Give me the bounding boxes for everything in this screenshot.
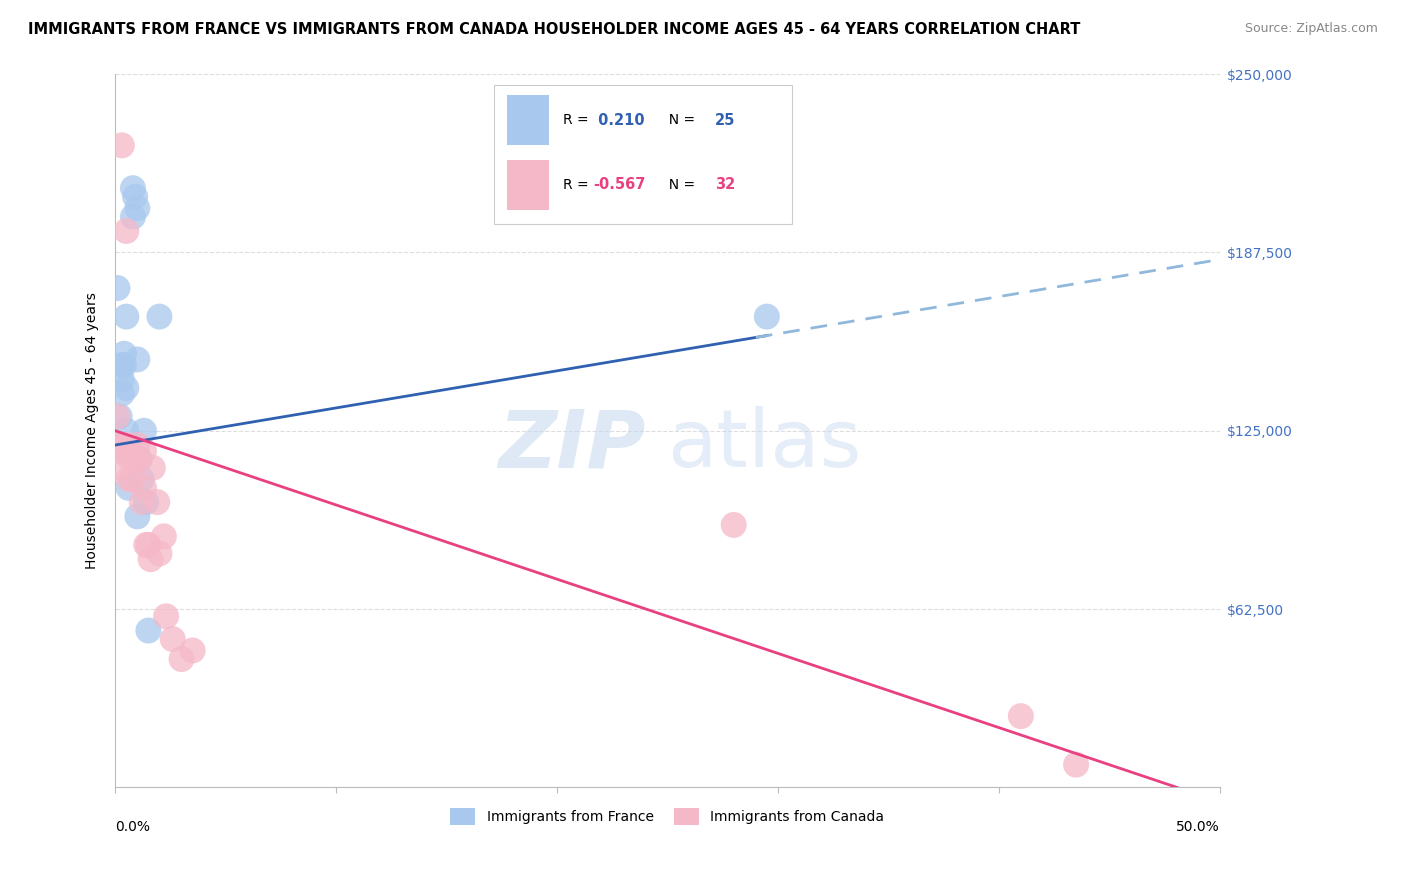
FancyBboxPatch shape <box>494 85 792 224</box>
Point <box>115 438 138 452</box>
Point <box>115 381 138 395</box>
Point <box>155 609 177 624</box>
Point <box>111 372 134 386</box>
Point <box>1010 709 1032 723</box>
Point <box>117 472 139 486</box>
Text: 0.0%: 0.0% <box>115 820 150 834</box>
Point <box>128 452 150 467</box>
Bar <box>508 160 550 210</box>
Text: 25: 25 <box>714 113 735 128</box>
Point <box>135 538 157 552</box>
Point <box>132 424 155 438</box>
Point <box>115 310 138 324</box>
Point <box>131 472 153 486</box>
Point <box>181 643 204 657</box>
Point <box>107 409 129 424</box>
Point <box>162 632 184 646</box>
Point <box>755 310 778 324</box>
Point <box>107 443 129 458</box>
Point <box>112 438 135 452</box>
Point <box>112 347 135 361</box>
Point <box>146 495 169 509</box>
Point <box>127 352 149 367</box>
Text: ZIP: ZIP <box>498 406 645 484</box>
Y-axis label: Householder Income Ages 45 - 64 years: Householder Income Ages 45 - 64 years <box>86 293 100 569</box>
Point <box>131 495 153 509</box>
Text: 50.0%: 50.0% <box>1175 820 1219 834</box>
Point <box>111 438 134 452</box>
Text: 0.210: 0.210 <box>593 113 645 128</box>
Point <box>127 509 149 524</box>
Point <box>1064 757 1087 772</box>
Point <box>117 481 139 495</box>
Text: IMMIGRANTS FROM FRANCE VS IMMIGRANTS FROM CANADA HOUSEHOLDER INCOME AGES 45 - 64: IMMIGRANTS FROM FRANCE VS IMMIGRANTS FRO… <box>28 22 1080 37</box>
Point <box>111 358 134 372</box>
Point <box>127 201 149 215</box>
Point <box>142 461 165 475</box>
Text: R =: R = <box>562 178 592 192</box>
Point <box>107 281 129 295</box>
Point <box>108 461 131 475</box>
Point <box>124 190 146 204</box>
Point <box>138 624 160 638</box>
Point <box>170 652 193 666</box>
Point <box>135 495 157 509</box>
Text: Source: ZipAtlas.com: Source: ZipAtlas.com <box>1244 22 1378 36</box>
Point <box>111 138 134 153</box>
Point <box>111 438 134 452</box>
Text: 32: 32 <box>714 178 735 192</box>
Point <box>148 310 170 324</box>
Text: atlas: atlas <box>668 406 862 484</box>
Text: N =: N = <box>659 178 699 192</box>
Text: -0.567: -0.567 <box>593 178 645 192</box>
Point <box>122 210 145 224</box>
Text: R =: R = <box>562 113 592 128</box>
Point <box>132 481 155 495</box>
Point <box>153 529 176 543</box>
Point <box>111 386 134 401</box>
Text: N =: N = <box>659 113 699 128</box>
Point <box>139 552 162 566</box>
Point <box>132 443 155 458</box>
Legend: Immigrants from France, Immigrants from Canada: Immigrants from France, Immigrants from … <box>444 803 890 830</box>
Point <box>112 358 135 372</box>
Bar <box>508 95 550 145</box>
Point <box>148 546 170 560</box>
Point <box>115 424 138 438</box>
Point <box>122 181 145 195</box>
Point <box>138 538 160 552</box>
Point <box>723 517 745 532</box>
Point <box>128 452 150 467</box>
Point <box>108 409 131 424</box>
Point <box>124 452 146 467</box>
Point <box>120 452 142 467</box>
Point <box>108 438 131 452</box>
Point <box>127 438 149 452</box>
Point <box>115 224 138 238</box>
Point <box>122 472 145 486</box>
